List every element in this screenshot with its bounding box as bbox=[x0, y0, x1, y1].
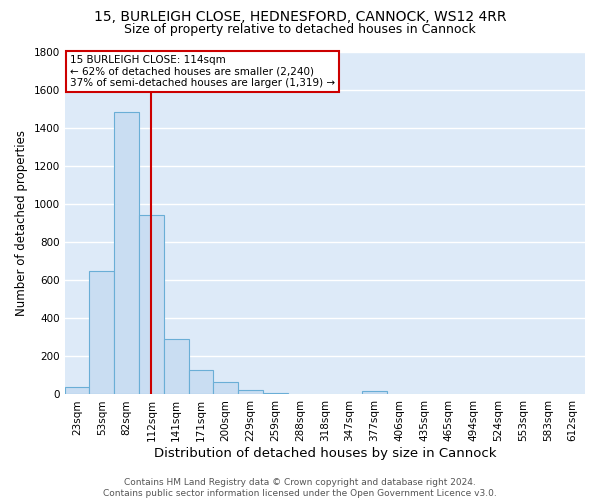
Bar bbox=[238, 390, 263, 394]
Text: 15 BURLEIGH CLOSE: 114sqm
← 62% of detached houses are smaller (2,240)
37% of se: 15 BURLEIGH CLOSE: 114sqm ← 62% of detac… bbox=[70, 55, 335, 88]
Bar bbox=[214, 382, 238, 394]
Bar bbox=[139, 216, 164, 394]
Text: Size of property relative to detached houses in Cannock: Size of property relative to detached ho… bbox=[124, 22, 476, 36]
Bar bbox=[164, 339, 188, 394]
Bar bbox=[65, 387, 89, 394]
X-axis label: Distribution of detached houses by size in Cannock: Distribution of detached houses by size … bbox=[154, 447, 496, 460]
Text: Contains HM Land Registry data © Crown copyright and database right 2024.
Contai: Contains HM Land Registry data © Crown c… bbox=[103, 478, 497, 498]
Bar bbox=[188, 370, 214, 394]
Bar bbox=[263, 392, 287, 394]
Bar bbox=[114, 112, 139, 394]
Bar bbox=[362, 391, 387, 394]
Bar bbox=[89, 270, 114, 394]
Text: 15, BURLEIGH CLOSE, HEDNESFORD, CANNOCK, WS12 4RR: 15, BURLEIGH CLOSE, HEDNESFORD, CANNOCK,… bbox=[94, 10, 506, 24]
Y-axis label: Number of detached properties: Number of detached properties bbox=[15, 130, 28, 316]
